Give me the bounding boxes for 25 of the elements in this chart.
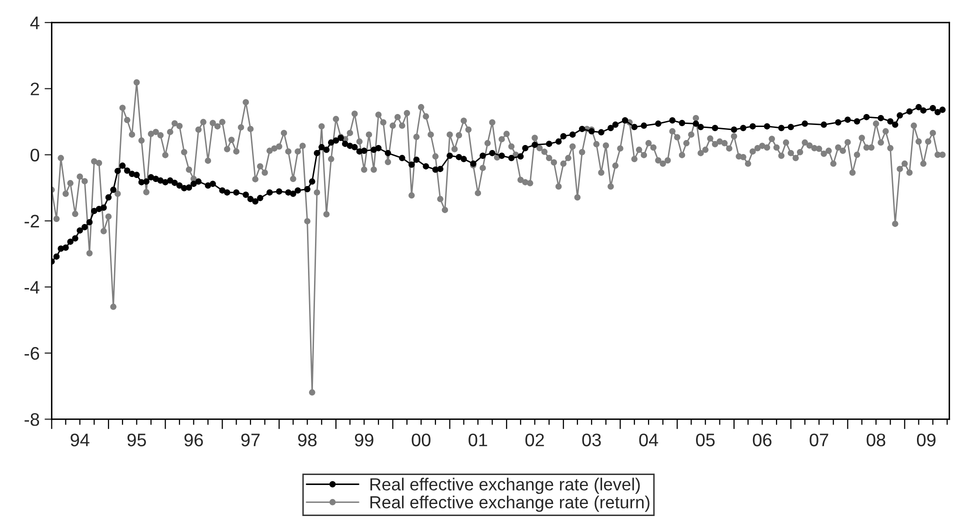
x-tick-label: 06 <box>752 434 772 446</box>
y-tick-label: -8 <box>24 413 40 426</box>
y-tick-label: 2 <box>30 82 39 96</box>
x-tick-label: 94 <box>70 434 90 446</box>
legend-label: Real effective exchange rate (level) <box>370 478 640 494</box>
x-tick-label: 02 <box>525 434 544 446</box>
x-tick-label: 99 <box>354 434 374 446</box>
x-tick-label: 97 <box>241 434 260 446</box>
y-tick-label: 4 <box>30 16 40 30</box>
legend-label: Real effective exchange rate (return) <box>370 496 650 512</box>
y-tick-label: -4 <box>24 281 40 294</box>
x-tick-label: 05 <box>696 434 715 446</box>
x-tick-label: 03 <box>582 434 601 446</box>
x-tick-label: 95 <box>127 434 146 446</box>
x-tick-label: 01 <box>468 434 488 446</box>
x-tick-label: 00 <box>412 434 430 446</box>
x-tick-label: 04 <box>639 434 658 446</box>
y-tick-label: -6 <box>24 347 40 360</box>
y-tick-label: -2 <box>24 214 39 228</box>
x-tick-label: 07 <box>810 434 828 446</box>
x-tick-label: 98 <box>298 434 317 446</box>
x-tick-label: 96 <box>184 434 203 446</box>
x-tick-label: 08 <box>866 434 886 446</box>
x-tick-label: 09 <box>916 434 936 446</box>
y-tick-label: 0 <box>30 148 40 162</box>
